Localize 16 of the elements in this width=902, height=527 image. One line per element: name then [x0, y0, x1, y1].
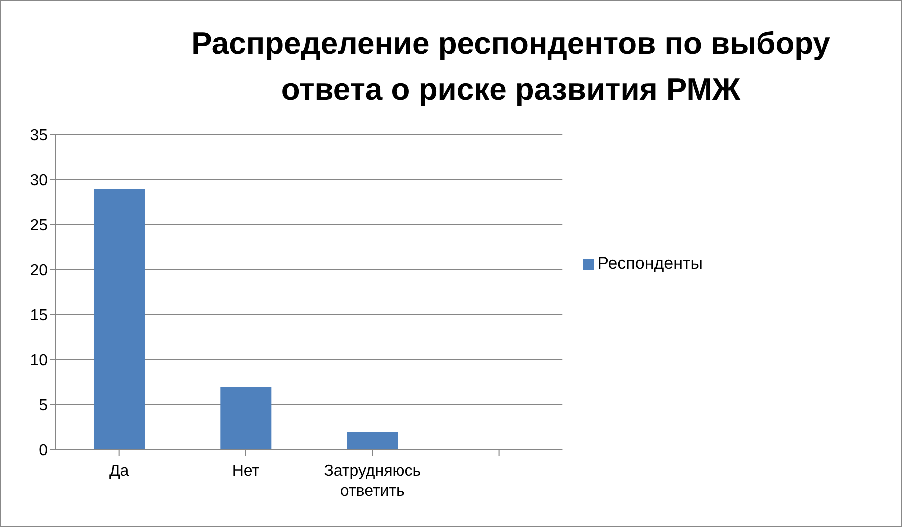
chart-title: Распределение респондентов по выбору ответа о риске развития РМЖ — [190, 25, 832, 109]
y-tick-label: 15 — [30, 308, 48, 325]
legend-label: Респонденты — [598, 254, 703, 272]
y-tick-label: 35 — [30, 128, 48, 145]
y-tick-label: 5 — [39, 398, 48, 415]
y-tick-label: 10 — [30, 352, 48, 370]
y-tick-label: 25 — [30, 218, 48, 235]
bar — [220, 387, 272, 450]
bar — [94, 189, 145, 450]
x-tick-label: Да — [109, 463, 130, 480]
y-tick-label: 0 — [39, 442, 48, 460]
y-tick-label: 30 — [30, 172, 48, 190]
bar — [347, 432, 398, 450]
x-tick-label: Нет — [232, 463, 260, 480]
y-tick-label: 20 — [30, 262, 48, 280]
x-tick-label: Затрудняюсь ответить — [324, 463, 422, 500]
